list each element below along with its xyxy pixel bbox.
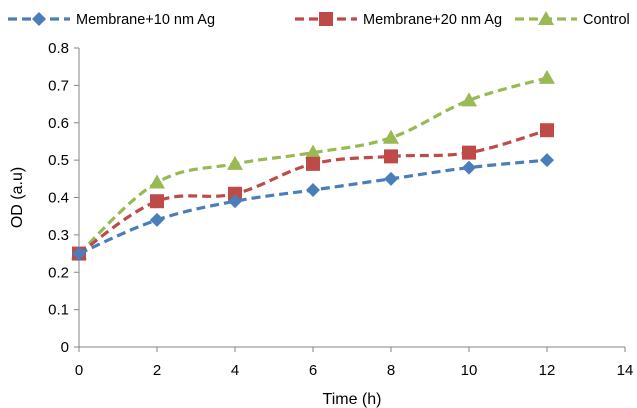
- data-point: [150, 212, 164, 227]
- y-tick-label: 0: [61, 339, 69, 356]
- x-axis-ticks: 0 2 4 6 8 10 12 14: [75, 347, 634, 379]
- y-tick-label: 0.8: [48, 40, 69, 57]
- y-tick-label: 0.2: [48, 264, 69, 281]
- legend-marker: [319, 12, 333, 26]
- data-point: [228, 194, 242, 209]
- data-point: [461, 92, 477, 107]
- legend-item: Membrane+10 nm Ag: [8, 12, 215, 28]
- y-tick-label: 0.7: [48, 77, 69, 94]
- y-axis-title: OD (a.u): [9, 167, 26, 228]
- legend: Membrane+10 nm Ag Membrane+20 nm Ag Contro…: [8, 11, 630, 28]
- series-1: [72, 153, 554, 261]
- data-point: [384, 149, 398, 164]
- series-line: [78, 158, 548, 256]
- data-point: [462, 145, 476, 160]
- x-tick-label: 12: [539, 362, 556, 379]
- x-tick-label: 6: [309, 362, 317, 379]
- legend-marker: [32, 12, 46, 26]
- legend-label: Membrane+10 nm Ag: [76, 12, 215, 28]
- y-tick-label: 0.5: [48, 152, 69, 169]
- data-point: [149, 174, 165, 189]
- data-point: [306, 183, 320, 198]
- legend-item: Control: [515, 11, 630, 28]
- data-point: [540, 153, 554, 168]
- legend-marker: [538, 11, 554, 25]
- legend-label: Membrane+20 nm Ag: [363, 12, 502, 28]
- data-point: [150, 194, 164, 209]
- y-tick-label: 0.1: [48, 302, 69, 319]
- x-axis-title: Time (h): [323, 391, 382, 408]
- x-tick-label: 10: [461, 362, 478, 379]
- x-tick-label: 8: [387, 362, 395, 379]
- x-tick-label: 0: [75, 362, 83, 379]
- data-point: [383, 129, 399, 144]
- legend-item: Membrane+20 nm Ag: [295, 12, 502, 28]
- data-point: [384, 171, 398, 186]
- x-tick-label: 14: [617, 362, 634, 379]
- data-point: [227, 155, 243, 170]
- x-tick-label: 2: [153, 362, 161, 379]
- legend-label: Control: [583, 12, 630, 28]
- data-point: [306, 156, 320, 171]
- data-point: [462, 160, 476, 175]
- series-layer: [71, 69, 555, 261]
- y-tick-label: 0.6: [48, 115, 69, 132]
- data-point: [305, 144, 321, 159]
- y-tick-label: 0.4: [48, 190, 69, 207]
- data-point: [72, 246, 86, 261]
- y-axis-ticks: 0 0.1 0.2 0.3 0.4 0.5 0.6 0.7 0.8: [48, 40, 79, 356]
- data-point: [539, 69, 555, 84]
- data-point: [228, 186, 242, 201]
- x-tick-label: 4: [231, 362, 239, 379]
- y-tick-label: 0.3: [48, 227, 69, 244]
- data-point: [540, 123, 554, 138]
